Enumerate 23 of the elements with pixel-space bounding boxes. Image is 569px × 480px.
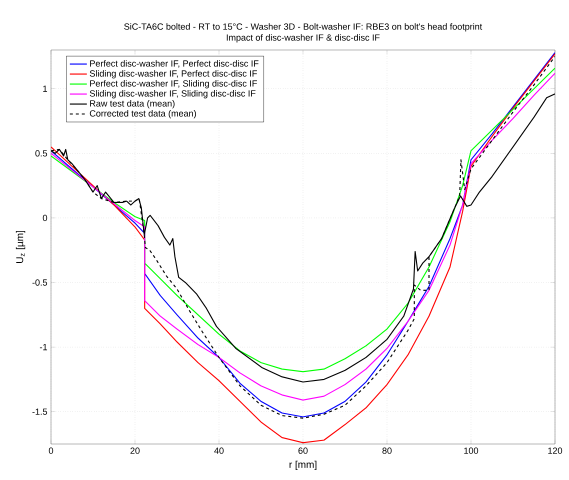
legend-label: Perfect disc-washer IF, Perfect disc-disc IF <box>90 60 258 68</box>
legend-label: Sliding disc-washer IF, Sliding disc-disc IF <box>90 90 256 98</box>
y-axis-title: U$_{z}$ [µm] <box>16 230 26 263</box>
x-tick-label: 40 <box>214 448 224 454</box>
y-tick-label: -0.5 <box>32 279 48 286</box>
legend-label: Sliding disc-washer IF, Perfect disc-disc IF <box>90 70 257 78</box>
x-tick-label: 120 <box>548 448 562 454</box>
y-tick-label: -1 <box>40 344 48 350</box>
x-axis-title: r [mm] <box>290 460 316 470</box>
chart-subtitle: Impact of disc-washer IF & disc-disc IF <box>226 34 380 42</box>
x-tick-label: 60 <box>298 448 308 454</box>
y-tick-label: -1.5 <box>32 408 48 415</box>
x-tick-label: 80 <box>382 448 392 454</box>
chart-title: SiC-TA6C bolted - RT to 15°C - Washer 3D - Bolt-washer IF: RBE3 on bolt's head footprint <box>124 23 482 32</box>
legend-label: Perfect disc-washer IF, Sliding disc-disc IF <box>90 80 257 88</box>
x-tick-label: 20 <box>130 448 140 454</box>
y-tick-label: 0 <box>42 214 48 222</box>
y-tick-label: 1 <box>43 86 48 92</box>
legend-label: Corrected test data (mean) <box>90 110 196 118</box>
x-tick-label: 100 <box>464 448 478 454</box>
x-tick-label: 0 <box>48 448 54 454</box>
legend-label: Raw test data (mean) <box>90 100 175 108</box>
y-tick-label: 0.5 <box>35 150 48 157</box>
